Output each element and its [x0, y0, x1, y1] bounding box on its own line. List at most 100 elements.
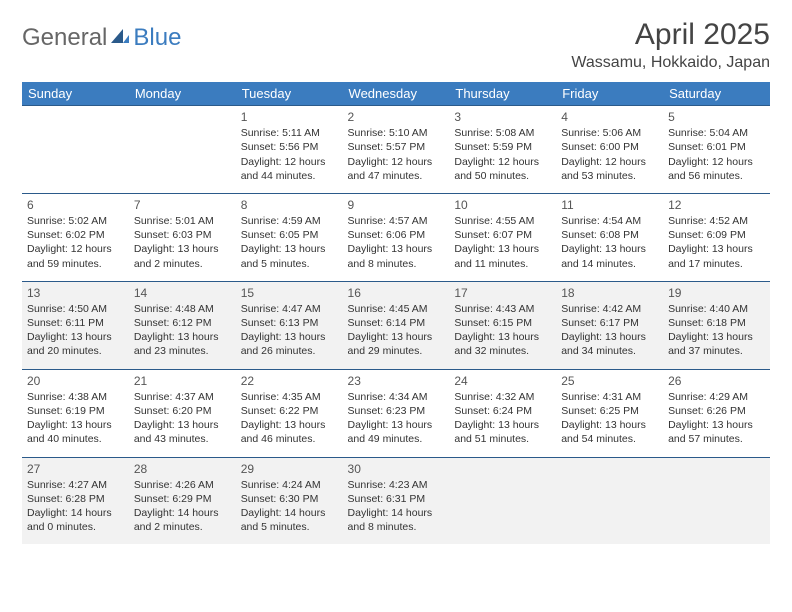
daylight-line-2: and 43 minutes. — [134, 432, 231, 446]
daylight-line-1: Daylight: 13 hours — [454, 418, 551, 432]
daylight-line-2: and 46 minutes. — [241, 432, 338, 446]
daylight-line-1: Daylight: 13 hours — [668, 330, 765, 344]
sunrise-line: Sunrise: 4:55 AM — [454, 214, 551, 228]
sunset-line: Sunset: 6:30 PM — [241, 492, 338, 506]
daylight-line-2: and 59 minutes. — [27, 257, 124, 271]
logo-sail-icon — [109, 24, 131, 52]
sunset-line: Sunset: 6:17 PM — [561, 316, 658, 330]
sunset-line: Sunset: 5:57 PM — [348, 140, 445, 154]
sunset-line: Sunset: 6:02 PM — [27, 228, 124, 242]
calendar-cell: 15Sunrise: 4:47 AMSunset: 6:13 PMDayligh… — [236, 281, 343, 369]
sunrise-line: Sunrise: 5:02 AM — [27, 214, 124, 228]
sunrise-line: Sunrise: 4:38 AM — [27, 390, 124, 404]
day-number: 16 — [348, 285, 445, 301]
day-number: 22 — [241, 373, 338, 389]
calendar-cell — [556, 457, 663, 544]
daylight-line-2: and 51 minutes. — [454, 432, 551, 446]
day-number: 6 — [27, 197, 124, 213]
daylight-line-1: Daylight: 13 hours — [134, 418, 231, 432]
calendar-row: 27Sunrise: 4:27 AMSunset: 6:28 PMDayligh… — [22, 457, 770, 544]
daylight-line-2: and 8 minutes. — [348, 520, 445, 534]
calendar-cell: 11Sunrise: 4:54 AMSunset: 6:08 PMDayligh… — [556, 193, 663, 281]
sunrise-line: Sunrise: 4:24 AM — [241, 478, 338, 492]
daylight-line-2: and 49 minutes. — [348, 432, 445, 446]
daylight-line-1: Daylight: 13 hours — [348, 418, 445, 432]
sunrise-line: Sunrise: 4:40 AM — [668, 302, 765, 316]
calendar-cell: 30Sunrise: 4:23 AMSunset: 6:31 PMDayligh… — [343, 457, 450, 544]
sunset-line: Sunset: 6:14 PM — [348, 316, 445, 330]
sunset-line: Sunset: 6:09 PM — [668, 228, 765, 242]
sunrise-line: Sunrise: 4:54 AM — [561, 214, 658, 228]
day-number: 4 — [561, 109, 658, 125]
calendar-cell: 28Sunrise: 4:26 AMSunset: 6:29 PMDayligh… — [129, 457, 236, 544]
day-number: 5 — [668, 109, 765, 125]
daylight-line-1: Daylight: 12 hours — [27, 242, 124, 256]
sunset-line: Sunset: 6:22 PM — [241, 404, 338, 418]
day-number: 30 — [348, 461, 445, 477]
calendar-cell: 10Sunrise: 4:55 AMSunset: 6:07 PMDayligh… — [449, 193, 556, 281]
sunrise-line: Sunrise: 4:35 AM — [241, 390, 338, 404]
daylight-line-2: and 53 minutes. — [561, 169, 658, 183]
weekday-header: Thursday — [449, 82, 556, 106]
sunrise-line: Sunrise: 4:57 AM — [348, 214, 445, 228]
sunset-line: Sunset: 6:25 PM — [561, 404, 658, 418]
calendar-table: SundayMondayTuesdayWednesdayThursdayFrid… — [22, 82, 770, 544]
month-title: April 2025 — [571, 18, 770, 52]
sunset-line: Sunset: 6:11 PM — [27, 316, 124, 330]
day-number: 7 — [134, 197, 231, 213]
logo: General Blue — [22, 18, 181, 52]
sunrise-line: Sunrise: 4:50 AM — [27, 302, 124, 316]
day-number: 25 — [561, 373, 658, 389]
weekday-header: Wednesday — [343, 82, 450, 106]
weekday-header-row: SundayMondayTuesdayWednesdayThursdayFrid… — [22, 82, 770, 106]
sunset-line: Sunset: 6:08 PM — [561, 228, 658, 242]
daylight-line-2: and 56 minutes. — [668, 169, 765, 183]
sunrise-line: Sunrise: 4:45 AM — [348, 302, 445, 316]
sunrise-line: Sunrise: 5:10 AM — [348, 126, 445, 140]
day-number: 28 — [134, 461, 231, 477]
daylight-line-1: Daylight: 13 hours — [561, 242, 658, 256]
daylight-line-2: and 17 minutes. — [668, 257, 765, 271]
calendar-cell: 12Sunrise: 4:52 AMSunset: 6:09 PMDayligh… — [663, 193, 770, 281]
weekday-header: Friday — [556, 82, 663, 106]
sunset-line: Sunset: 6:24 PM — [454, 404, 551, 418]
sunrise-line: Sunrise: 5:06 AM — [561, 126, 658, 140]
sunset-line: Sunset: 6:23 PM — [348, 404, 445, 418]
daylight-line-2: and 44 minutes. — [241, 169, 338, 183]
day-number: 15 — [241, 285, 338, 301]
day-number: 20 — [27, 373, 124, 389]
calendar-cell: 14Sunrise: 4:48 AMSunset: 6:12 PMDayligh… — [129, 281, 236, 369]
title-block: April 2025 Wassamu, Hokkaido, Japan — [571, 18, 770, 72]
logo-text-2: Blue — [133, 24, 181, 52]
daylight-line-1: Daylight: 13 hours — [454, 330, 551, 344]
daylight-line-2: and 29 minutes. — [348, 344, 445, 358]
sunset-line: Sunset: 6:31 PM — [348, 492, 445, 506]
sunset-line: Sunset: 6:03 PM — [134, 228, 231, 242]
sunset-line: Sunset: 6:19 PM — [27, 404, 124, 418]
sunrise-line: Sunrise: 4:26 AM — [134, 478, 231, 492]
daylight-line-2: and 40 minutes. — [27, 432, 124, 446]
day-number: 29 — [241, 461, 338, 477]
calendar-cell: 22Sunrise: 4:35 AMSunset: 6:22 PMDayligh… — [236, 369, 343, 457]
calendar-cell — [449, 457, 556, 544]
calendar-cell: 8Sunrise: 4:59 AMSunset: 6:05 PMDaylight… — [236, 193, 343, 281]
calendar-cell: 18Sunrise: 4:42 AMSunset: 6:17 PMDayligh… — [556, 281, 663, 369]
calendar-row: 1Sunrise: 5:11 AMSunset: 5:56 PMDaylight… — [22, 106, 770, 194]
calendar-cell: 6Sunrise: 5:02 AMSunset: 6:02 PMDaylight… — [22, 193, 129, 281]
daylight-line-2: and 5 minutes. — [241, 257, 338, 271]
calendar-cell: 16Sunrise: 4:45 AMSunset: 6:14 PMDayligh… — [343, 281, 450, 369]
sunrise-line: Sunrise: 4:52 AM — [668, 214, 765, 228]
daylight-line-1: Daylight: 13 hours — [134, 242, 231, 256]
calendar-cell — [129, 106, 236, 194]
sunrise-line: Sunrise: 4:43 AM — [454, 302, 551, 316]
calendar-cell: 29Sunrise: 4:24 AMSunset: 6:30 PMDayligh… — [236, 457, 343, 544]
calendar-cell: 1Sunrise: 5:11 AMSunset: 5:56 PMDaylight… — [236, 106, 343, 194]
daylight-line-1: Daylight: 13 hours — [241, 242, 338, 256]
daylight-line-1: Daylight: 13 hours — [27, 330, 124, 344]
sunrise-line: Sunrise: 4:32 AM — [454, 390, 551, 404]
sunrise-line: Sunrise: 4:59 AM — [241, 214, 338, 228]
calendar-row: 13Sunrise: 4:50 AMSunset: 6:11 PMDayligh… — [22, 281, 770, 369]
calendar-cell: 4Sunrise: 5:06 AMSunset: 6:00 PMDaylight… — [556, 106, 663, 194]
daylight-line-1: Daylight: 13 hours — [668, 242, 765, 256]
daylight-line-2: and 20 minutes. — [27, 344, 124, 358]
